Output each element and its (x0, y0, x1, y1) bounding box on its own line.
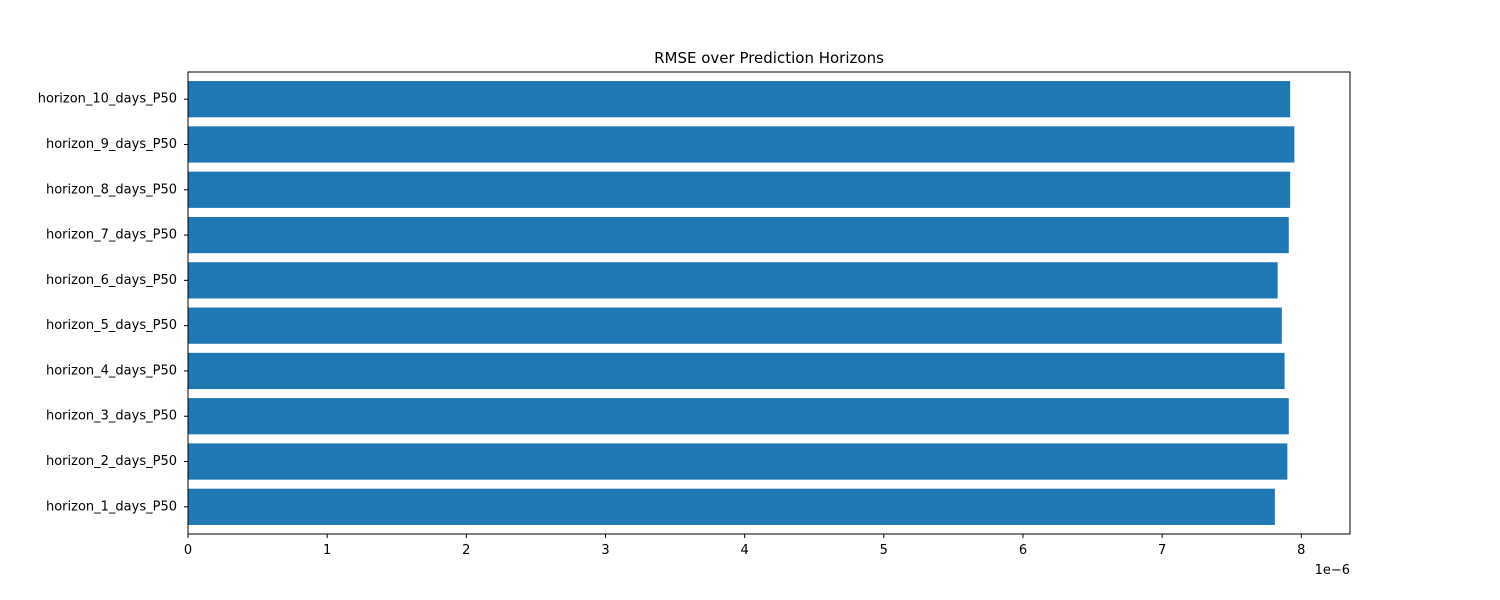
x-tick-label: 8 (1297, 543, 1305, 558)
bar-horizon_6_days_P50 (188, 262, 1278, 299)
y-tick-label: horizon_6_days_P50 (46, 273, 177, 288)
x-tick-label: 6 (1019, 543, 1027, 558)
x-axis: 0 1 2 3 4 5 6 7 8 (184, 534, 1305, 558)
bar-horizon_1_days_P50 (188, 488, 1275, 525)
x-tick-label: 4 (741, 543, 749, 558)
y-tick-label: horizon_8_days_P50 (46, 182, 177, 197)
y-tick-label: horizon_10_days_P50 (38, 92, 177, 107)
x-tick-label: 2 (462, 543, 470, 558)
bar-horizon_9_days_P50 (188, 126, 1295, 163)
bar-horizon_2_days_P50 (188, 443, 1288, 480)
bar-horizon_4_days_P50 (188, 352, 1285, 390)
x-offset-text: 1e−6 (1315, 563, 1350, 578)
y-tick-label: horizon_4_days_P50 (46, 363, 177, 378)
y-tick-label: horizon_3_days_P50 (46, 409, 177, 424)
bar-horizon_7_days_P50 (188, 216, 1289, 254)
x-tick-label: 5 (880, 543, 888, 558)
y-tick-label: horizon_1_days_P50 (46, 499, 177, 514)
y-tick-label: horizon_2_days_P50 (46, 454, 177, 469)
x-tick-label: 0 (184, 543, 192, 558)
bar-horizon_3_days_P50 (188, 398, 1289, 435)
bar-horizon_8_days_P50 (188, 171, 1291, 208)
y-tick-label: horizon_9_days_P50 (46, 137, 177, 152)
x-tick-label: 7 (1158, 543, 1166, 558)
chart-title: RMSE over Prediction Horizons (654, 49, 884, 67)
bars-group (188, 81, 1295, 525)
bar-horizon_5_days_P50 (188, 307, 1282, 344)
x-tick-label: 3 (601, 543, 609, 558)
bar-horizon_10_days_P50 (188, 81, 1291, 118)
x-tick-label: 1 (323, 543, 331, 558)
y-tick-label: horizon_5_days_P50 (46, 318, 177, 333)
y-axis: horizon_1_days_P50 horizon_2_days_P50 hori… (38, 92, 188, 514)
y-tick-label: horizon_7_days_P50 (46, 228, 177, 243)
plot-frame (187, 71, 1351, 535)
